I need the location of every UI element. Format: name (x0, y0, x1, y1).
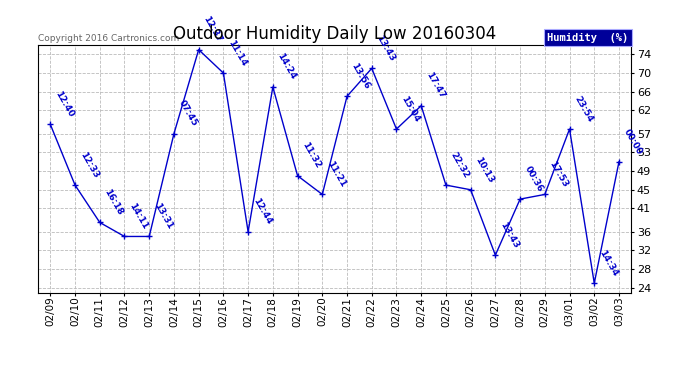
Text: 12:33: 12:33 (78, 150, 100, 180)
Text: 11:21: 11:21 (325, 160, 347, 189)
Text: 17:47: 17:47 (424, 70, 446, 100)
Text: 12:44: 12:44 (251, 197, 273, 226)
Text: 00:36: 00:36 (523, 165, 545, 194)
Text: 13:56: 13:56 (350, 62, 372, 91)
Text: 10:13: 10:13 (473, 155, 495, 184)
Text: 12:37: 12:37 (201, 15, 224, 44)
Text: 00:00: 00:00 (622, 128, 644, 156)
Text: 16:18: 16:18 (103, 188, 125, 217)
Text: 14:11: 14:11 (127, 201, 150, 231)
Title: Outdoor Humidity Daily Low 20160304: Outdoor Humidity Daily Low 20160304 (173, 26, 496, 44)
Text: 07:45: 07:45 (177, 99, 199, 128)
Text: 13:43: 13:43 (498, 220, 520, 250)
Text: 11:32: 11:32 (300, 141, 322, 170)
Text: 23:54: 23:54 (572, 94, 595, 123)
Text: 13:43: 13:43 (375, 33, 397, 63)
Text: Humidity  (%): Humidity (%) (547, 33, 629, 42)
Text: 22:32: 22:32 (448, 150, 471, 180)
Text: 11:14: 11:14 (226, 38, 248, 68)
Text: 13:31: 13:31 (152, 202, 174, 231)
Text: 14:24: 14:24 (275, 52, 298, 81)
Text: 12:40: 12:40 (53, 90, 75, 119)
Text: Copyright 2016 Cartronics.com: Copyright 2016 Cartronics.com (38, 33, 179, 42)
Text: 15:04: 15:04 (400, 94, 422, 123)
Text: 17:53: 17:53 (548, 159, 570, 189)
Text: 14:34: 14:34 (597, 248, 619, 278)
